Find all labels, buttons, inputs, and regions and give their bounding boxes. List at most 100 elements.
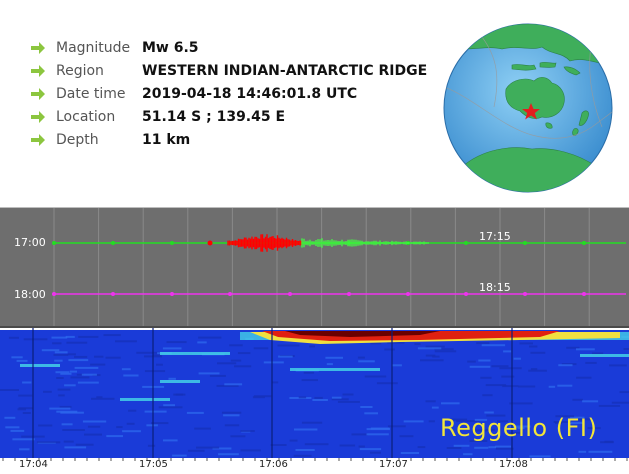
- spectrogram-noise: [301, 421, 323, 424]
- datetime-value: 2019-04-18 14:46:01.8 UTC: [142, 86, 358, 102]
- spectrogram-noise: [84, 433, 102, 436]
- hour-label-1: 17:00: [14, 236, 46, 249]
- time-tick-label-3: 17:06: [259, 459, 288, 470]
- spectrogram-noise: [486, 414, 506, 417]
- spectrogram-noise: [49, 407, 71, 410]
- spectrogram-noise: [212, 447, 232, 450]
- green-arrow-icon: [31, 111, 45, 123]
- spectrogram-noise: [456, 420, 480, 423]
- magnitude-value: Mw 6.5: [142, 40, 199, 56]
- trace-dot: [288, 292, 292, 296]
- spectrogram-noise: [194, 427, 211, 430]
- location-row: Location 51.14 S ; 139.45 E: [30, 107, 285, 127]
- spectrogram-canvas: [0, 328, 629, 458]
- spectrogram-noise: [351, 433, 368, 436]
- spectrogram-noise: [364, 412, 378, 415]
- spectrogram-noise: [529, 455, 551, 458]
- spectrogram-noise: [400, 452, 419, 454]
- spectrogram-noise: [558, 364, 573, 367]
- spectrogram-noise: [376, 382, 398, 385]
- spectrogram-noise: [582, 400, 599, 403]
- spectrogram-noise: [575, 418, 583, 421]
- spectrogram-noise: [221, 411, 242, 414]
- spectrogram-noise: [54, 359, 63, 362]
- spectrogram-noise: [309, 345, 315, 348]
- spectrogram-noise: [121, 368, 131, 371]
- spectrogram-noise: [314, 396, 323, 399]
- spectrogram-noise: [600, 441, 614, 444]
- spectrogram-noise: [105, 356, 121, 359]
- spectrogram-noise: [5, 426, 20, 429]
- trace-dot: [464, 292, 468, 296]
- trace-dot: [523, 292, 527, 296]
- spectrogram-noise: [420, 359, 444, 362]
- spectrogram-noise: [509, 402, 533, 405]
- spectrogram-streak: [120, 398, 170, 401]
- spectrogram-noise: [598, 404, 621, 407]
- spectrogram-noise: [576, 348, 595, 351]
- spectrogram-noise: [56, 377, 64, 379]
- magnitude-row: Magnitude Mw 6.5: [30, 38, 199, 58]
- trace-dot: [170, 241, 174, 245]
- trace-dot: [406, 292, 410, 296]
- trace-dot: [347, 292, 351, 296]
- spectrogram-streak: [580, 354, 629, 357]
- spectrogram-noise: [22, 381, 32, 384]
- spectrogram-noise: [87, 425, 101, 428]
- spectrogram-noise: [115, 340, 137, 343]
- spectrogram-noise: [357, 356, 365, 359]
- spectrogram-noise: [502, 385, 519, 388]
- spectrogram-noise: [216, 384, 239, 387]
- spectrogram-noise: [70, 376, 90, 379]
- spectrogram-noise: [585, 361, 597, 364]
- spectrogram-noise: [570, 422, 584, 424]
- spectrogram-noise: [0, 389, 19, 391]
- spectrogram-streak: [20, 364, 60, 367]
- trace-dot: [523, 241, 527, 245]
- spectrogram-noise: [576, 376, 592, 379]
- spectrogram-noise: [484, 411, 494, 414]
- spectrogram-noise: [74, 355, 88, 358]
- spectrogram-noise: [548, 385, 556, 388]
- spectrogram-noise: [55, 371, 70, 374]
- spectrogram-noise: [17, 408, 26, 411]
- spectrogram-noise: [41, 349, 60, 352]
- spectrogram-noise: [66, 341, 88, 344]
- spectrogram-noise: [572, 398, 583, 401]
- spectrogram-noise: [91, 397, 115, 400]
- spectrogram-noise: [53, 353, 69, 356]
- spectrogram-noise: [172, 454, 187, 457]
- spectrogram-noise: [485, 384, 507, 387]
- spectrogram-noise: [441, 402, 460, 405]
- spectrogram-noise: [370, 427, 390, 430]
- spectrogram-noise: [501, 375, 515, 378]
- spectrogram-noise: [591, 352, 604, 355]
- spectrogram-noise: [366, 433, 389, 436]
- trace-dot: [228, 292, 232, 296]
- green-arrow-icon: [31, 65, 45, 77]
- spectrogram-noise: [196, 446, 220, 449]
- spectrogram-noise: [431, 406, 439, 409]
- spectrogram-noise: [277, 344, 300, 347]
- spectrogram-noise: [518, 385, 536, 388]
- spectrogram-noise: [237, 352, 251, 355]
- time-tick-label-1: 17:04: [19, 459, 48, 470]
- spectrogram-noise: [469, 365, 491, 368]
- location-value: 51.14 S ; 139.45 E: [142, 109, 286, 125]
- spectrogram-noise: [474, 418, 488, 421]
- spectrogram-noise: [425, 400, 436, 403]
- spectrogram-noise: [60, 411, 84, 414]
- magnitude-label: Magnitude: [56, 40, 131, 56]
- time-tick-label-4: 17:07: [379, 459, 408, 470]
- spectrogram-noise: [67, 353, 76, 356]
- mark-label-1: 17:15: [479, 230, 511, 243]
- spectrogram-noise: [453, 444, 470, 447]
- spectrogram-noise: [186, 411, 204, 414]
- spectrogram-streak: [160, 352, 230, 355]
- spectrogram-noise: [497, 420, 508, 423]
- spectrogram-noise: [234, 365, 252, 368]
- trace-dot: [111, 292, 115, 296]
- spectrogram-noise: [57, 388, 71, 391]
- spectrogram-noise: [224, 383, 243, 386]
- time-axis-ticks: [2, 458, 628, 461]
